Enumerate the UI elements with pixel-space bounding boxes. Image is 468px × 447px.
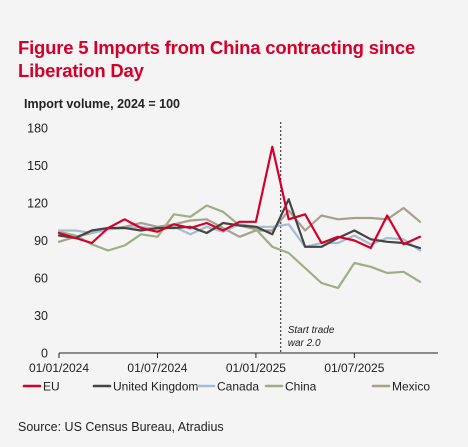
x-tick-label-2: 01/01/2025	[226, 361, 286, 375]
x-tick-label-1: 01/07/2024	[127, 361, 187, 375]
legend-label-united-kingdom: United Kingdom	[113, 380, 198, 394]
y-axis-labels: 0 30 60 90 120 150 180	[27, 122, 48, 361]
chart-title: Figure 5 Imports from China contracting …	[18, 37, 416, 81]
annotation-line1: Start trade	[288, 325, 335, 336]
y-tick-label-60: 60	[34, 272, 48, 286]
axes	[58, 352, 438, 358]
y-tick-label-90: 90	[34, 234, 48, 248]
chart-subtitle: Import volume, 2024 = 100	[24, 97, 180, 111]
y-tick-label-180: 180	[27, 122, 48, 136]
legend-label-china: China	[285, 380, 317, 394]
y-tick-label-120: 120	[27, 197, 48, 211]
x-axis-labels: 01/01/2024 01/07/2024 01/01/2025 01/07/2025	[29, 361, 385, 375]
annotation: Start trade war 2.0	[280, 122, 335, 353]
source-note: Source: US Census Bureau, Atradius	[18, 420, 224, 434]
y-tick-label-30: 30	[34, 309, 48, 323]
series-lines	[57, 145, 422, 290]
series-line-united-kingdom	[57, 198, 422, 250]
series-line-eu	[57, 145, 422, 250]
y-tick-label-150: 150	[27, 159, 48, 173]
y-tick-label-0: 0	[41, 347, 48, 361]
legend: EU United Kingdom Canada China Mexico	[22, 380, 430, 394]
legend-label-eu: EU	[43, 380, 60, 394]
legend-label-canada: Canada	[217, 380, 259, 394]
x-tick-label-3: 01/07/2025	[324, 361, 384, 375]
legend-label-mexico: Mexico	[392, 380, 430, 394]
x-tick-label-0: 01/01/2024	[29, 361, 89, 375]
annotation-line2: war 2.0	[288, 338, 321, 349]
